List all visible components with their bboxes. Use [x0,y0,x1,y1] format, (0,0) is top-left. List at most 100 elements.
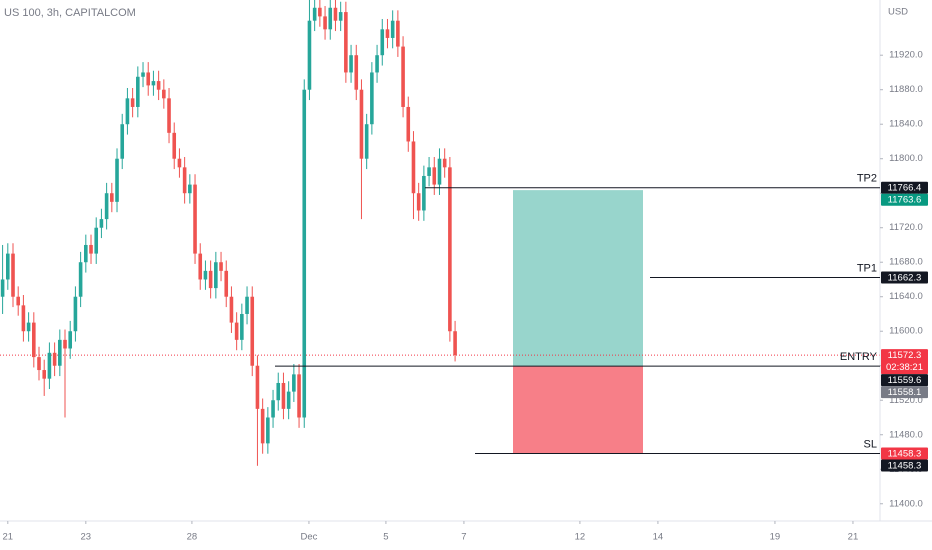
y-tick-label: 11520.0 [889,395,923,406]
candle-body [333,7,338,21]
price-tag [881,447,928,460]
candle-body [68,331,73,349]
candle-body [203,270,208,280]
currency-label: USD [888,7,908,18]
price-tag [881,374,928,387]
candle-body [182,167,187,194]
candle-body [37,357,41,371]
candle-body [370,72,374,125]
candle-body [240,313,244,340]
candle-body [146,72,151,86]
candle-body [344,12,348,73]
x-tick-label: 12 [575,532,586,543]
price-tag-label: 11558.1 [888,387,922,398]
candle-body [11,253,15,297]
plot-area [0,0,880,466]
price-tag-label: 11559.6 [888,375,922,386]
candle-body [84,244,88,263]
x-tick-label: 28 [187,532,198,543]
candle-body [266,417,270,444]
x-tick-label: 23 [81,532,92,543]
candle-body [349,55,353,73]
candle-body [42,370,47,379]
candle-body [380,29,385,56]
candle-body [167,98,171,133]
y-tick-label: 11600.0 [889,326,923,337]
candle-body [73,296,78,332]
candle-body [219,262,223,271]
candle-body [177,158,182,168]
candle-body [120,124,125,159]
candle-body [141,72,145,77]
level-label: TP1 [857,262,877,274]
price-tag-label: 11458.3 [888,448,922,459]
candle-body [442,158,447,168]
x-tick-label: 7 [461,532,466,543]
candle-body [338,12,343,21]
candle-body [188,184,192,194]
candle-body [375,55,379,73]
level-label: SL [864,438,877,450]
chart-title: US 100, 3h, CAPITALCOM [4,7,136,19]
candle-body [136,76,140,107]
candle-body [32,322,36,358]
y-tick-label: 11680.0 [889,257,923,268]
price-tag [881,349,928,375]
y-tick-label: 11840.0 [889,119,923,130]
candle-body [58,339,62,366]
price-tag-label: 11766.4 [888,183,922,194]
candle-body [390,20,395,38]
candle-body [286,391,291,409]
candle-body [260,408,265,444]
candle-body [307,20,312,90]
x-tick-label: 21 [3,532,14,543]
loss-zone [513,366,643,454]
price-tag-label: 11572.3 [888,350,922,361]
candle-body [448,167,452,332]
candle-body [255,365,260,409]
candle-body [411,141,416,194]
price-tag [881,181,928,194]
y-tick-label: 11880.0 [889,84,923,95]
level-label: TP2 [857,173,877,185]
x-tick-label: 5 [383,532,388,543]
candle-body [385,29,390,38]
candle-body [52,352,57,366]
candle-body [245,296,249,314]
price-tag [881,386,928,399]
candle-body [104,193,109,220]
x-tick-label: 14 [653,532,664,543]
y-tick-label: 11720.0 [889,222,923,233]
candle-body [193,184,197,254]
candle-body [276,382,281,401]
candle-body [162,89,166,99]
price-tag [881,271,928,284]
candle-body [214,262,218,289]
x-tick-label: 21 [848,532,859,543]
y-tick-label: 11920.0 [889,50,923,61]
candle-body [63,339,67,349]
price-tag [881,459,928,472]
price-tag [881,193,928,206]
candle-body [453,331,457,356]
x-tick-label: Dec [300,532,317,543]
countdown-label: 02:38:21 [886,362,923,373]
candle-body [364,124,369,159]
candle-body [89,244,93,254]
candle-body [115,158,119,202]
candle-body [437,158,442,185]
candle-body [172,132,177,159]
price-tag-label: 11763.6 [888,195,922,206]
candle-body [323,16,327,30]
candle-body [78,262,83,297]
x-tick-label: 19 [770,532,781,543]
y-tick-label: 11800.0 [889,153,923,164]
candle-body [396,20,400,47]
candle-body [427,167,431,176]
candle-body [406,106,411,142]
candle-body [297,374,301,418]
candle-body [422,175,426,211]
candle-body [21,305,26,332]
